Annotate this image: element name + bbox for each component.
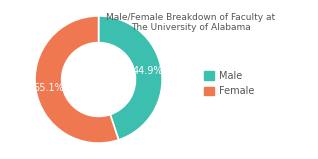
Wedge shape	[99, 16, 162, 140]
Wedge shape	[35, 16, 119, 143]
Text: Male/Female Breakdown of Faculty at
The University of Alabama: Male/Female Breakdown of Faculty at The …	[106, 13, 275, 32]
Legend: Male, Female: Male, Female	[202, 69, 256, 98]
Text: 44.9%: 44.9%	[133, 66, 163, 76]
Text: 55.1%: 55.1%	[34, 83, 64, 93]
